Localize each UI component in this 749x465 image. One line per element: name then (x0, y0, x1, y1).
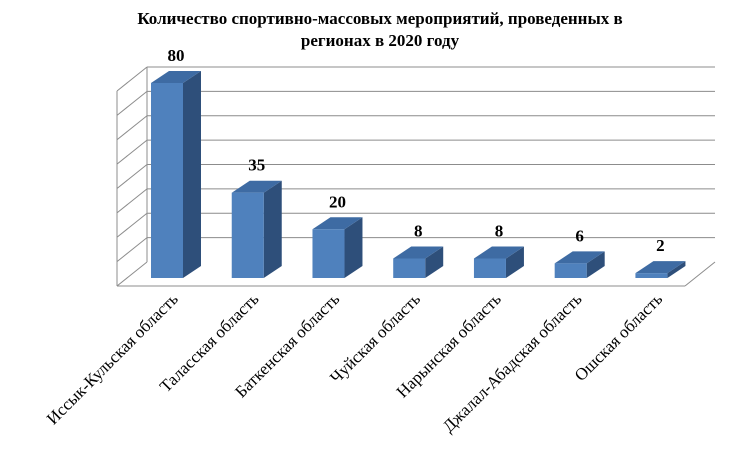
bar-side (667, 261, 686, 278)
bar-front (231, 192, 264, 278)
category-tick-label: Джалал-Абадская область (439, 289, 586, 436)
bar-side (183, 71, 201, 278)
bar-front (473, 258, 506, 278)
bar-top (635, 261, 686, 274)
bar (635, 261, 686, 278)
side-gridline (116, 139, 148, 165)
bar-top (151, 71, 201, 83)
side-gridline (116, 66, 148, 92)
side-gridline (116, 90, 148, 116)
bar-front (312, 229, 345, 278)
data-label: 80 (168, 46, 185, 65)
data-label: 8 (495, 222, 504, 241)
chart-title-line-2: регионах в 2020 году (300, 31, 460, 50)
chart-title: Количество спортивно-массовых мероприяти… (60, 8, 700, 52)
side-gridline (116, 237, 148, 263)
data-label: 2 (656, 236, 665, 255)
side-gridline (116, 188, 148, 214)
bar-side (344, 217, 363, 278)
bar-top (312, 217, 363, 230)
chart-title-line-1: Количество спортивно-массовых мероприяти… (137, 9, 623, 28)
data-label: 6 (575, 226, 584, 245)
bar-top (554, 251, 605, 264)
side-gridline (116, 261, 148, 287)
bar-top (231, 180, 282, 193)
data-label: 8 (414, 222, 423, 241)
bar-front (151, 83, 183, 278)
bar (231, 180, 282, 278)
data-label: 20 (329, 192, 346, 211)
bar-front (635, 273, 668, 278)
bar-top (393, 246, 444, 259)
bar-side (586, 251, 605, 278)
bar-side (263, 180, 282, 278)
bar (393, 246, 444, 278)
category-tick-label: Иссык-Кульская область (43, 289, 182, 428)
bar-front (554, 263, 587, 278)
category-tick-label: Ошская область (571, 289, 667, 385)
bar-front (393, 258, 426, 278)
bar-side (505, 246, 524, 278)
floor-right-edge (684, 261, 716, 287)
bar (151, 71, 201, 278)
bar (554, 251, 605, 278)
data-label: 35 (248, 156, 265, 175)
side-gridline (116, 115, 148, 141)
side-gridline (116, 212, 148, 238)
bar-side (425, 246, 444, 278)
bar (312, 217, 363, 278)
bar-top (473, 246, 524, 259)
bar (473, 246, 524, 278)
side-gridline (116, 164, 148, 189)
